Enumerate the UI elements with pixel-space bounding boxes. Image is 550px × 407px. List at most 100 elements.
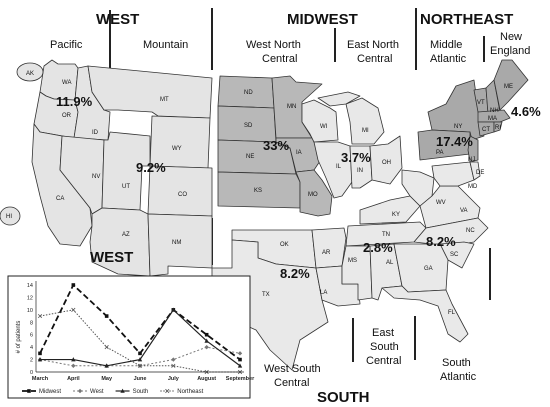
label-wy: WY bbox=[172, 146, 182, 152]
pct-enc: 3.7% bbox=[341, 150, 371, 165]
y-tick-label: 8 bbox=[30, 320, 33, 326]
x-tick-label: July bbox=[168, 376, 180, 382]
label-nv: NV bbox=[92, 174, 100, 180]
state-california[interactable] bbox=[31, 123, 93, 247]
label-ct: CT bbox=[482, 127, 490, 133]
pct-ma: 17.4% bbox=[436, 134, 473, 149]
region-west-south-central bbox=[211, 227, 361, 371]
label-or: OR bbox=[62, 113, 72, 119]
pct-wsc: 8.2% bbox=[280, 266, 310, 281]
state-kentucky[interactable] bbox=[359, 195, 421, 225]
division-label-enc-1: East North bbox=[347, 39, 399, 51]
region-title-south: SOUTH bbox=[317, 389, 370, 406]
data-point-midwest bbox=[104, 314, 109, 318]
label-hi: HI bbox=[6, 214, 12, 220]
state-illinois[interactable] bbox=[313, 141, 353, 199]
label-id: ID bbox=[92, 130, 99, 136]
state-florida[interactable] bbox=[381, 285, 469, 343]
state-rhode-island[interactable] bbox=[493, 121, 503, 133]
label-ms: MS bbox=[348, 258, 357, 264]
y-tick-label: 4 bbox=[30, 345, 33, 351]
x-tick-label: June bbox=[134, 376, 147, 382]
state-michigan-up[interactable] bbox=[317, 91, 361, 107]
region-mountain bbox=[59, 65, 213, 277]
division-label-mountain: Mountain bbox=[143, 39, 188, 51]
data-point-midwest bbox=[38, 351, 42, 356]
y-tick-label: 6 bbox=[30, 333, 33, 339]
label-ar: AR bbox=[322, 250, 331, 256]
data-point-west bbox=[204, 344, 209, 350]
label-ga: GA bbox=[424, 266, 433, 272]
region-titles: WEST WEST MIDWEST NORTHEAST SOUTH bbox=[90, 11, 513, 406]
data-point-midwest bbox=[138, 351, 142, 356]
region-title-midwest: MIDWEST bbox=[287, 11, 358, 28]
legend-label-west: West bbox=[90, 389, 104, 395]
division-percentages: 11.9% 9.2% 33% 3.7% 17.4% 4.6% 8.2% 2.8%… bbox=[56, 94, 541, 281]
y-tick-label: 12 bbox=[27, 295, 33, 301]
chart-series bbox=[37, 283, 243, 375]
state-indiana[interactable] bbox=[349, 145, 373, 189]
state-georgia[interactable] bbox=[393, 243, 449, 293]
data-point-northeast bbox=[171, 363, 176, 368]
label-nm: NM bbox=[172, 240, 181, 246]
label-sc: SC bbox=[450, 252, 459, 258]
state-ohio[interactable] bbox=[369, 135, 403, 185]
label-al: AL bbox=[386, 260, 394, 266]
division-label-wnc-1: West North bbox=[246, 39, 301, 51]
state-maryland[interactable] bbox=[431, 161, 475, 187]
legend-item-south: South bbox=[115, 388, 149, 395]
label-mn: MN bbox=[287, 104, 296, 110]
label-nc: NC bbox=[466, 228, 475, 234]
label-mt: MT bbox=[160, 97, 169, 103]
division-label-ma-1: Middle bbox=[430, 39, 462, 51]
x-tick-label: May bbox=[101, 376, 113, 382]
data-point-northeast bbox=[104, 345, 109, 350]
division-label-ma-2: Atlantic bbox=[430, 53, 467, 65]
data-point-west bbox=[171, 357, 176, 362]
data-point-northeast bbox=[71, 307, 76, 312]
state-alaska[interactable] bbox=[16, 62, 44, 82]
chart-x-ticks: March April May June July August September bbox=[32, 376, 255, 382]
label-fl: FL bbox=[448, 310, 456, 316]
state-texas[interactable] bbox=[211, 239, 329, 371]
x-tick-label: August bbox=[197, 376, 216, 382]
region-title-west-lower: WEST bbox=[90, 249, 133, 266]
state-arkansas[interactable] bbox=[311, 227, 347, 269]
state-michigan[interactable] bbox=[345, 97, 385, 145]
legend-label-south: South bbox=[133, 389, 149, 395]
label-la: LA bbox=[320, 290, 327, 296]
data-point-west bbox=[237, 351, 243, 356]
chart-legend: Midwest West South Northeast bbox=[22, 388, 204, 395]
division-labels: Pacific Mountain West North Central East… bbox=[50, 31, 530, 389]
data-point-northeast bbox=[137, 363, 143, 368]
label-ia: IA bbox=[296, 150, 302, 156]
label-ky: KY bbox=[392, 212, 400, 218]
state-arizona[interactable] bbox=[89, 207, 151, 277]
label-ny: NY bbox=[454, 124, 462, 130]
region-west-north-central bbox=[217, 75, 333, 217]
x-tick-label: September bbox=[226, 376, 255, 382]
state-wisconsin[interactable] bbox=[301, 99, 339, 143]
pct-esc: 2.8% bbox=[363, 240, 393, 255]
label-mi: MI bbox=[362, 128, 369, 134]
state-massachusetts[interactable] bbox=[477, 109, 511, 123]
state-new-jersey[interactable] bbox=[467, 135, 479, 163]
division-label-sa-1: South bbox=[442, 357, 471, 369]
division-label-esc-2: South bbox=[370, 341, 399, 353]
label-ca: CA bbox=[56, 196, 64, 202]
label-oh: OH bbox=[382, 160, 391, 166]
region-east-north-central bbox=[301, 91, 403, 199]
state-missouri[interactable] bbox=[295, 169, 333, 217]
state-delaware[interactable] bbox=[469, 161, 481, 181]
state-montana[interactable] bbox=[87, 65, 213, 119]
division-label-esc-1: East bbox=[372, 327, 394, 339]
legend-item-midwest: Midwest bbox=[22, 389, 61, 395]
state-hawaii[interactable] bbox=[0, 206, 21, 226]
label-wi: WI bbox=[320, 124, 328, 130]
label-mo: MO bbox=[308, 192, 318, 198]
label-nj: NJ bbox=[468, 157, 475, 163]
division-label-wsc-1: West South bbox=[264, 363, 321, 375]
chart-y-ticks: 0 2 4 6 8 10 12 14 bbox=[27, 283, 33, 376]
data-point-midwest bbox=[204, 332, 209, 337]
